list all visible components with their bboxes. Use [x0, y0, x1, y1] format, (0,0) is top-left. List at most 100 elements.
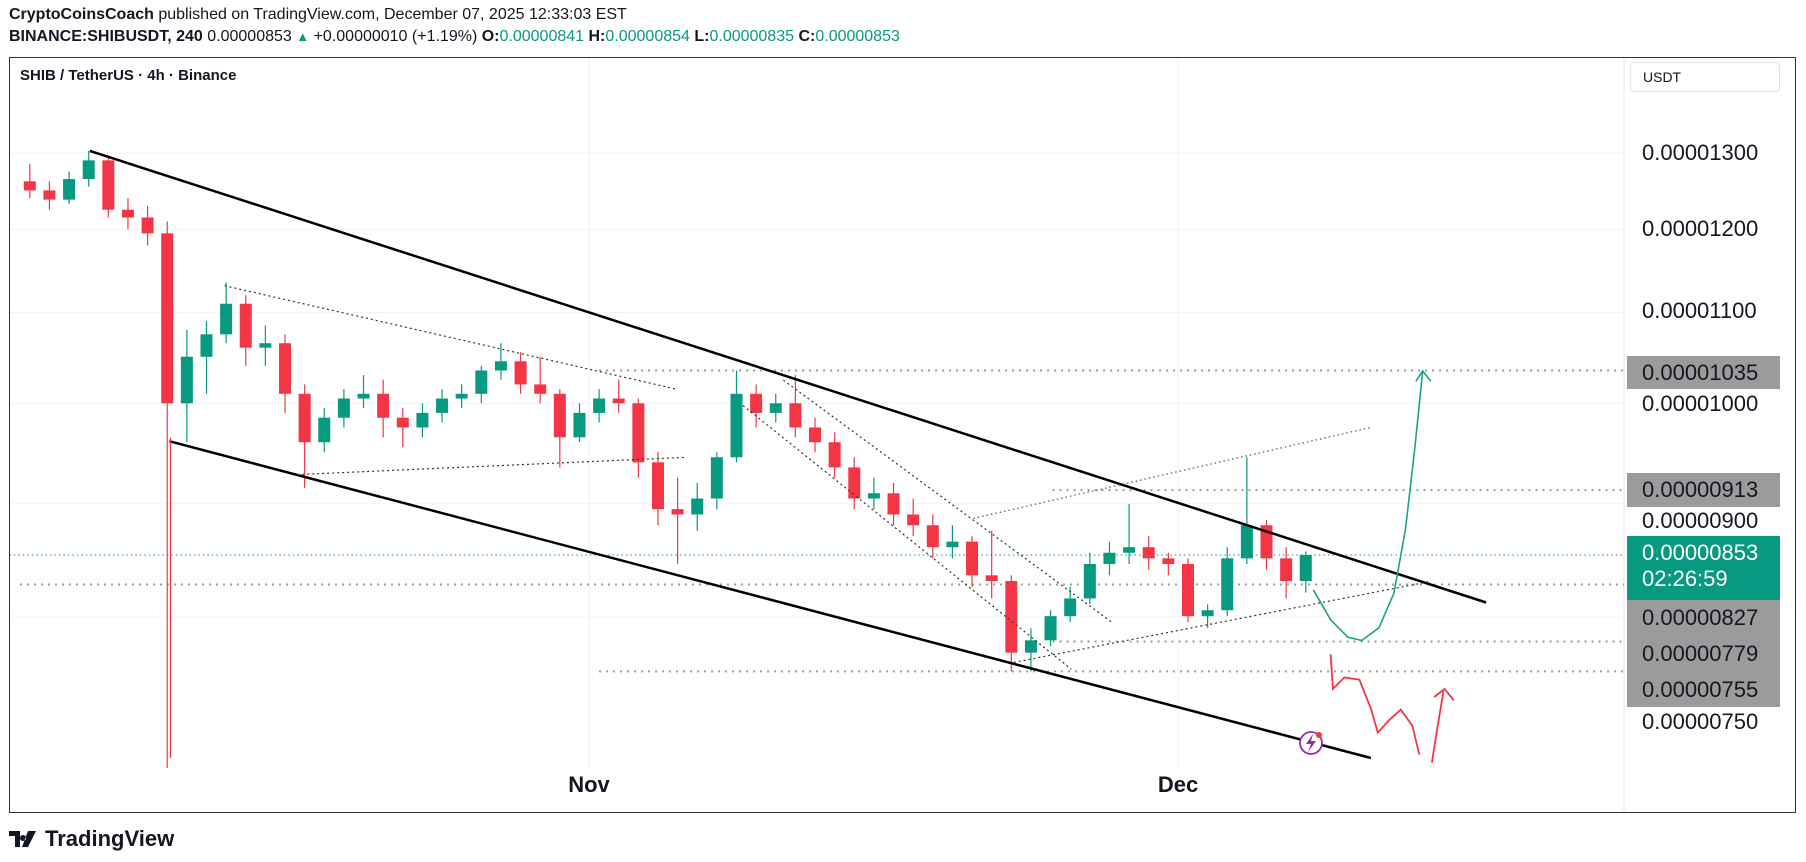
level-label-755: 0.00000755	[1627, 672, 1780, 707]
high-label: H:	[588, 28, 606, 45]
close-label: C:	[798, 28, 816, 45]
candle-body	[867, 493, 880, 499]
candle-body	[1064, 598, 1077, 617]
y-tick: 0.00001100	[1642, 298, 1757, 323]
alternate-scenario-arrowhead	[1433, 687, 1455, 701]
candle-body	[1083, 563, 1096, 599]
candle-body	[907, 514, 920, 526]
drawings	[89, 149, 1487, 763]
candle-body	[1240, 525, 1253, 559]
candle-body	[102, 160, 115, 210]
candle-body	[1103, 552, 1116, 564]
candle-body	[121, 209, 134, 218]
y-tick: 0.00000900	[1642, 508, 1759, 533]
candle-body	[553, 393, 566, 438]
y-tick: 0.00001000	[1642, 391, 1759, 416]
candle-body	[1162, 558, 1175, 564]
candle-body	[1181, 563, 1194, 617]
level-label-827: 0.00000827	[1627, 600, 1780, 636]
open-label: O:	[481, 28, 500, 45]
candle-body	[593, 398, 606, 413]
candle-body	[318, 417, 331, 443]
candle-body	[259, 343, 272, 348]
alternate-scenario-scribble	[1329, 654, 1421, 755]
rising-channel-lower-line	[1013, 581, 1429, 663]
currency-button[interactable]: USDT	[1630, 62, 1780, 92]
candle-body	[946, 541, 959, 548]
candle-body	[1123, 547, 1136, 553]
y-tick: 0.00001300	[1642, 140, 1759, 165]
channel-lower-trendline	[168, 439, 1372, 760]
candle-body	[357, 393, 370, 399]
candle-body	[828, 442, 841, 468]
candle-body	[789, 403, 802, 428]
change: +0.00000010 (+1.19%)	[313, 28, 478, 45]
tradingview-logo-icon	[9, 831, 36, 847]
level-label-779: 0.00000779	[1627, 636, 1780, 672]
candle-body	[691, 498, 704, 515]
symbol-interval: BINANCE:SHIBUSDT, 240	[9, 28, 203, 45]
level-label-913: 0.00000913	[1627, 473, 1780, 507]
wedge-lower-line	[742, 405, 1072, 670]
up-triangle-icon: ▲	[296, 29, 310, 44]
low-value: 0.00000835	[709, 28, 794, 45]
close-value: 0.00000853	[815, 28, 900, 45]
candle-body	[396, 417, 409, 428]
bar-countdown: 02:26:59	[1642, 566, 1728, 591]
triangle-lower-line	[297, 456, 687, 476]
candle-body	[1142, 547, 1155, 559]
candles	[23, 150, 1312, 768]
x-tick-nov: Nov	[568, 772, 610, 797]
author-name[interactable]: CryptoCoinsCoach	[9, 6, 154, 23]
candle-body	[1201, 610, 1214, 617]
projection-up-arrow	[1312, 370, 1424, 642]
candle-body	[926, 525, 939, 548]
projection-arrowhead	[1415, 369, 1432, 382]
candle-body	[612, 398, 625, 404]
last-price: 0.00000853	[207, 28, 292, 45]
candle-body	[1280, 558, 1293, 582]
current-price-label: 0.00000853 02:26:59	[1627, 536, 1780, 600]
candle-body	[1299, 554, 1312, 582]
candle-body	[1005, 581, 1018, 653]
candle-body	[161, 233, 174, 404]
candle-body	[1221, 558, 1234, 611]
level-label-1035: 0.00001035	[1627, 356, 1780, 389]
wedge-upper-line	[783, 379, 1113, 623]
ohlc-legend: BINANCE:SHIBUSDT, 240 0.00000853 ▲ +0.00…	[9, 28, 900, 46]
grid	[10, 58, 1625, 812]
candle-body	[710, 457, 723, 499]
alternate-scenario-arrow	[1431, 691, 1445, 763]
lightning-icon[interactable]	[1299, 731, 1323, 755]
candle-body	[43, 190, 56, 200]
tradingview-logo-text: TradingView	[45, 826, 175, 851]
triangle-upper-line	[224, 285, 678, 390]
candle-body	[534, 384, 547, 394]
channel-upper-trendline	[89, 149, 1487, 604]
candle-body	[750, 393, 763, 413]
candle-body	[1044, 616, 1057, 641]
candle-body	[730, 393, 743, 458]
candle-body	[239, 303, 252, 348]
candle-body	[337, 398, 350, 418]
candle-body	[436, 398, 449, 413]
candle-body	[23, 181, 36, 191]
candle-body	[494, 361, 507, 371]
y-tick: 0.00001200	[1642, 216, 1759, 241]
high-value: 0.00000854	[605, 28, 690, 45]
tradingview-logo[interactable]: TradingView	[9, 826, 174, 852]
candle-body	[416, 412, 429, 428]
low-label: L:	[694, 28, 710, 45]
candle-body	[769, 403, 782, 413]
candle-body	[180, 356, 193, 404]
notification-dot	[1316, 732, 1322, 738]
candle-body	[200, 334, 213, 357]
candle-body	[141, 217, 154, 234]
horizontal-levels	[10, 369, 1624, 673]
published-text: published on TradingView.com, December 0…	[158, 6, 627, 23]
x-tick-dec: Dec	[1157, 772, 1199, 797]
candle-body	[887, 493, 900, 515]
y-tick: 0.00000750	[1642, 709, 1759, 734]
candle-body	[848, 467, 861, 499]
